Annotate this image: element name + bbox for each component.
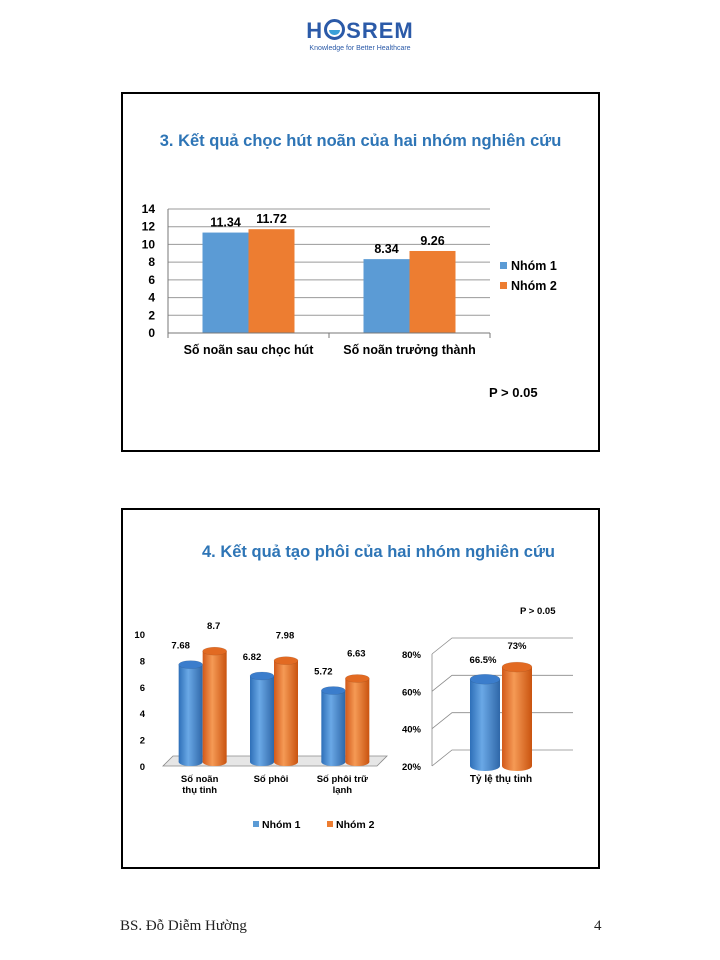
chart1-title: 3. Kết quả chọc hút noãn của hai nhóm ng… xyxy=(159,132,562,150)
chart2-cylinder-2-body xyxy=(274,660,298,762)
chart2-y-tick-label: 8 xyxy=(140,656,145,667)
chart1-data-label: 8.34 xyxy=(374,242,398,256)
logo-wordmark: H SREM xyxy=(306,18,414,43)
chart1-data-label: 11.72 xyxy=(256,212,287,226)
chart2-legend-label: Nhóm 1 xyxy=(262,819,301,831)
chart2-data-label: 7.68 xyxy=(171,641,190,652)
chart2-x-tick-label: lạnh xyxy=(333,785,353,796)
chart3-y-tick-label: 80% xyxy=(402,650,422,661)
chart1-p-value: P > 0.05 xyxy=(489,385,538,400)
chart1-y-tick-label: 0 xyxy=(148,326,155,340)
chart2-cylinder-2-top xyxy=(273,656,299,665)
slide-oocyte-retrieval: 3. Kết quả chọc hút noãn của hai nhóm ng… xyxy=(121,92,600,452)
logo-tagline: Knowledge for Better Healthcare xyxy=(309,45,411,52)
chart1-bar-1 xyxy=(202,232,249,333)
chart3-y-tick-label: 40% xyxy=(402,725,422,736)
chart2-cylinder-2-base xyxy=(345,758,370,766)
logo-globe-icon xyxy=(324,19,346,40)
chart2-title: 4. Kết quả tạo phôi của hai nhóm nghiên … xyxy=(202,543,555,561)
chart3-y-tick-label: 20% xyxy=(402,762,422,773)
chart2-cylinder-1-body xyxy=(178,664,203,762)
chart2-cylinder-1-base xyxy=(321,758,346,766)
chart2-legend-swatch xyxy=(253,821,259,827)
chart3-cylinder-1-top xyxy=(469,673,501,685)
chart2-cylinder-2-base xyxy=(274,758,298,766)
chart2-cylinder-1-base xyxy=(250,758,274,766)
chart3-cylinder-2-base xyxy=(502,761,532,771)
chart2-y-tick-label: 2 xyxy=(140,736,145,747)
footer-author: BS. Đỗ Diễm Hường xyxy=(120,918,247,934)
chart3-p-value: P > 0.05 xyxy=(520,606,556,617)
chart1-y-tick-label: 8 xyxy=(148,255,155,269)
chart2-y-tick-label: 0 xyxy=(140,762,145,773)
chart2-x-tick-label: thụ tinh xyxy=(182,785,217,796)
chart2-cylinder-1-body xyxy=(321,690,346,762)
chart3-gridline xyxy=(431,637,573,655)
chart2-cylinder-2-body xyxy=(202,651,227,762)
footer-page-number: 4 xyxy=(594,918,602,934)
chart2-data-label: 6.82 xyxy=(243,652,262,663)
chart1-legend-swatch xyxy=(500,262,507,269)
chart1-bar-1 xyxy=(363,259,410,333)
chart1-data-label: 9.26 xyxy=(420,234,444,248)
chart2-y-tick-label: 4 xyxy=(140,709,146,720)
chart3-data-label: 73% xyxy=(507,641,527,652)
chart1-x-tick-label: Số noãn trưởng thành xyxy=(343,343,476,357)
chart1-legend-label: Nhóm 2 xyxy=(511,279,557,293)
chart1-y-tick-label: 14 xyxy=(142,202,156,216)
chart2-legend-swatch xyxy=(327,821,333,827)
chart3-y-tick-label: 60% xyxy=(402,687,422,698)
chart2-x-tick-label: Số phôi trữ xyxy=(317,774,368,785)
chart2-y-tick-label: 10 xyxy=(134,630,145,641)
chart1-bar-2 xyxy=(248,229,295,333)
chart2-legend-label: Nhóm 2 xyxy=(336,819,375,831)
chart1-legend-swatch xyxy=(500,282,507,289)
chart2-data-label: 6.63 xyxy=(347,648,366,659)
chart1-y-tick-label: 12 xyxy=(142,220,156,234)
chart2-cylinder-2-body xyxy=(345,678,370,762)
chart2-y-tick-label: 6 xyxy=(140,683,145,694)
chart2-cylinder-1-top xyxy=(178,660,203,669)
chart2-x-tick-label: Số noãn xyxy=(181,774,219,785)
chart2-cylinder-2-top xyxy=(345,674,370,683)
chart1-y-tick-label: 4 xyxy=(148,291,155,305)
chart3-cylinder-2-top xyxy=(501,661,533,673)
chart3-cylinder-1-body xyxy=(470,679,500,766)
chart2-data-label: 8.7 xyxy=(207,621,220,632)
slide-embryo-results: 4. Kết quả tạo phôi của hai nhóm nghiên … xyxy=(121,508,600,869)
chart2-cylinder-1-top xyxy=(249,671,275,681)
chart2-cylinder-1-base xyxy=(178,758,203,766)
chart2-cylinder-2-top xyxy=(202,646,227,656)
chart3-data-label: 66.5% xyxy=(470,655,497,666)
hosrem-logo: H SREM Knowledge for Better Healthcare xyxy=(300,18,420,52)
chart3-gridline xyxy=(431,749,573,767)
chart3-cylinder-1-base xyxy=(470,761,500,771)
chart3-x-tick-label: Tỷ lệ thụ tinh xyxy=(470,774,532,785)
chart3-cylinder-2-body xyxy=(502,667,532,766)
chart1-svg: 0 2 4 6 8 10 12 14 11.34 11.72 Số noãn sau chọc hú… xyxy=(142,202,557,400)
chart2-data-label: 7.98 xyxy=(276,631,295,642)
chart1-y-tick-label: 6 xyxy=(148,273,155,287)
chart2-x-tick-label: Số phôi xyxy=(254,774,289,785)
chart1-x-tick-label: Số noãn sau chọc hút xyxy=(184,343,315,357)
chart1-data-label: 11.34 xyxy=(210,216,241,230)
chart1-y-tick-label: 2 xyxy=(148,308,155,322)
chart2-data-label: 5.72 xyxy=(314,666,333,677)
chart1-bar-2 xyxy=(409,250,456,333)
chart3-gridline xyxy=(431,712,573,729)
chart2-cylinder-1-top xyxy=(321,686,346,695)
chart3-gridline xyxy=(431,674,573,692)
chart1-y-tick-label: 10 xyxy=(142,237,156,251)
chart2-cylinder-1-body xyxy=(250,675,274,762)
chart1-legend-label: Nhóm 1 xyxy=(511,259,557,273)
chart2-cylinder-2-base xyxy=(202,758,227,766)
